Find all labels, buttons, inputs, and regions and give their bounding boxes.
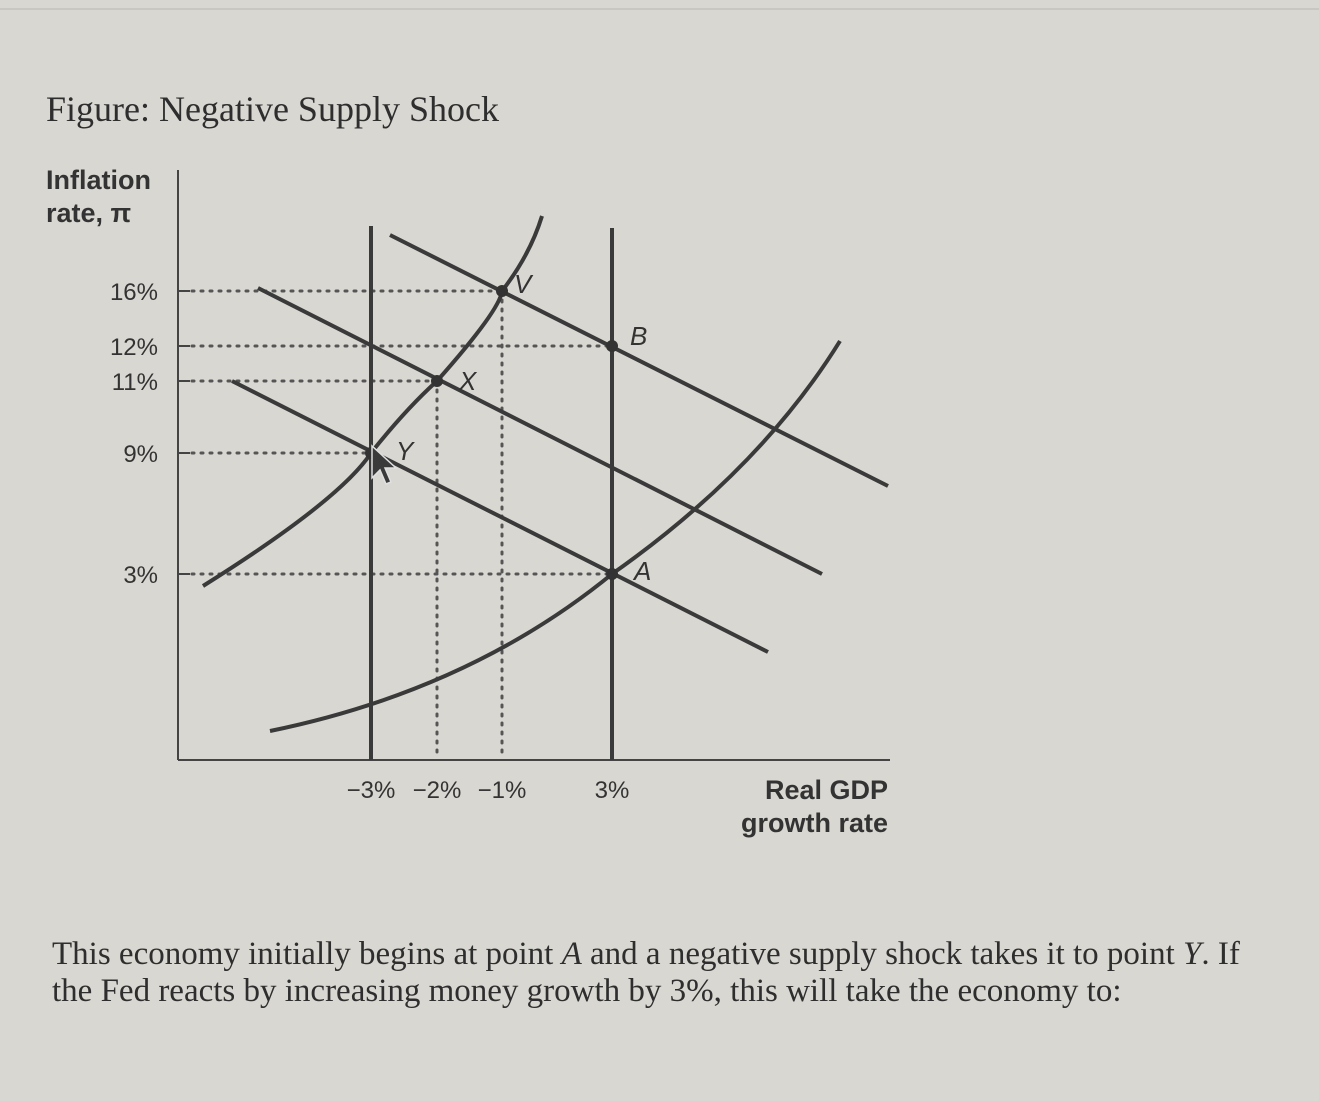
ad-curve-low <box>231 379 769 654</box>
question-text: This economy initially begins at point A… <box>52 936 1252 1010</box>
sras-curve-new <box>201 215 544 588</box>
point-label-v: V <box>514 269 534 299</box>
dotted-guides <box>190 289 614 760</box>
mouse-pointer-icon <box>371 444 398 485</box>
point-label-b: B <box>630 321 647 351</box>
y-axis-label: Inflation rate, π <box>46 164 151 230</box>
x-axis-label-line1: Real GDP <box>764 775 888 805</box>
y-tick-label-16: 16% <box>110 279 158 306</box>
question-part2: and a negative supply shock takes it to … <box>581 936 1183 972</box>
point-a-marker <box>606 568 618 580</box>
x-tick-label-3: 3% <box>595 777 630 804</box>
y-axis-label-line2: rate, π <box>46 198 132 228</box>
point-label-a: A <box>632 556 651 586</box>
y-axis-label-line1: Inflation <box>46 165 151 195</box>
question-part1: This economy initially begins at point <box>52 936 562 972</box>
x-tick-label-minus3: −3% <box>347 777 396 804</box>
ad-curve-middle <box>257 286 823 576</box>
top-border <box>0 8 1319 10</box>
point-v-marker <box>496 285 508 297</box>
x-tick-label-minus2: −2% <box>413 777 462 804</box>
point-label-x: X <box>458 366 478 396</box>
y-tick-label-9: 9% <box>123 441 158 468</box>
x-axis-label-line2: growth rate <box>740 808 888 838</box>
point-x-marker <box>431 375 443 387</box>
y-tick-label-11: 11% <box>112 369 158 396</box>
x-tick-labels: −3% −2% −1% 3% <box>347 777 630 804</box>
y-tick-marks <box>178 290 190 575</box>
y-tick-label-3: 3% <box>123 562 158 589</box>
ad-curve-high <box>389 233 889 488</box>
y-tick-labels: 16% 12% 11% 9% 3% <box>110 279 158 589</box>
figure-title: Figure: Negative Supply Shock <box>46 89 499 129</box>
question-point-a: A <box>561 936 582 972</box>
question-point-y: Y <box>1183 936 1202 972</box>
sras-curve-original <box>269 339 842 733</box>
y-tick-label-12: 12% <box>110 334 158 361</box>
question-part3: . If the Fed reacts by increasing money … <box>52 936 1240 1009</box>
point-label-y: Y <box>396 436 415 466</box>
x-axis-label: Real GDP growth rate <box>700 774 888 840</box>
point-b-marker <box>606 340 618 352</box>
x-tick-label-minus1: −1% <box>478 777 527 804</box>
